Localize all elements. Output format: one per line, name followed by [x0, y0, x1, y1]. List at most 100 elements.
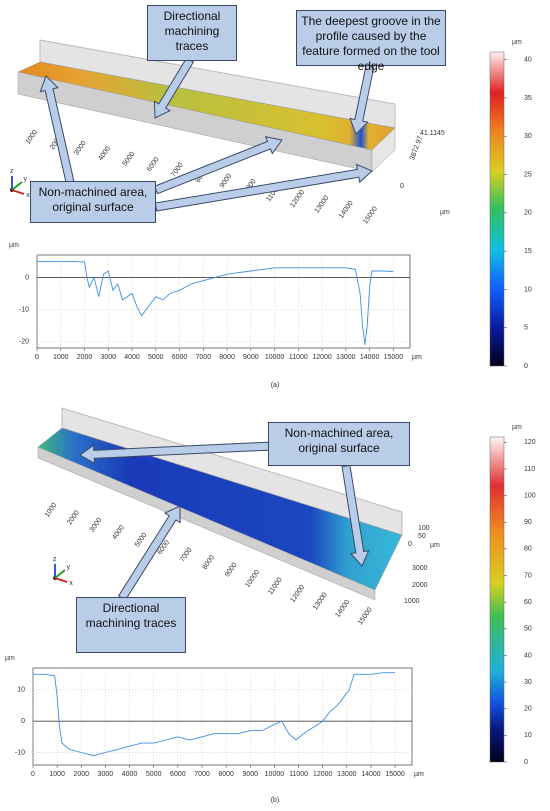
callout-arrow — [154, 163, 373, 212]
surface-label: 3872.97 — [409, 135, 424, 161]
x-tick-label: 4000 — [124, 354, 140, 361]
surface-tick-label: 14000 — [338, 200, 355, 220]
x-tick-label: 12000 — [313, 771, 333, 778]
x-tick-label: 0 — [35, 354, 39, 361]
colorbar-tick-label: 40 — [524, 57, 532, 64]
callout-arrow — [117, 505, 181, 601]
x-tick-label: 8000 — [219, 354, 235, 361]
x-axis-label: µm — [412, 354, 422, 361]
surface-label: 1000 — [404, 598, 420, 605]
x-tick-label: 7000 — [196, 354, 212, 361]
surface-label: µm — [430, 542, 440, 549]
callout-arrow — [349, 64, 375, 135]
colorbar-tick-label: 90 — [524, 519, 532, 526]
callout: Non-machined area, original surface — [268, 422, 410, 466]
x-tick-label: 2000 — [77, 354, 93, 361]
x-tick-label: 9000 — [243, 354, 259, 361]
x-tick-label: 6000 — [170, 771, 186, 778]
colorbar-label: µm — [512, 424, 522, 431]
colorbar-tick-label: 35 — [524, 95, 532, 102]
colorbar-tick-label: 0 — [524, 363, 528, 370]
callout-arrow — [154, 57, 195, 119]
callout: Directional machining traces — [147, 5, 237, 61]
surface-tick-label: 7000 — [179, 547, 194, 564]
colorbar-tick-label: 10 — [524, 286, 532, 293]
colorbar-tick-label: 120 — [524, 439, 536, 446]
surface-tick-label: 3000 — [73, 140, 88, 157]
surface-end — [371, 127, 396, 173]
surface-tick-label: 9000 — [224, 562, 239, 579]
panel-label: (a) — [271, 382, 280, 389]
surface-tick-label: 1000 — [25, 129, 40, 146]
colorbar-tick-label: 80 — [524, 546, 532, 553]
triad-label: z — [53, 556, 57, 563]
surface-tick-label: 13000 — [312, 591, 329, 611]
x-tick-label: 15000 — [385, 771, 405, 778]
triad-label: x — [69, 580, 73, 587]
colorbar-tick-label: 110 — [524, 466, 535, 473]
x-tick-label: 3000 — [100, 354, 116, 361]
surface-label: 0 — [400, 183, 404, 190]
x-tick-label: 7000 — [194, 771, 210, 778]
colorbar-tick-label: 20 — [524, 706, 532, 713]
colorbar — [489, 51, 505, 367]
x-tick-label: 13000 — [337, 771, 357, 778]
y-tick-label: 0 — [25, 274, 29, 281]
x-tick-label: 12000 — [312, 354, 332, 361]
surface-tick-label: 6000 — [146, 156, 161, 173]
plot-area — [36, 254, 411, 349]
surface-tick-label: 5000 — [134, 532, 149, 549]
triad-label: z — [10, 168, 14, 175]
surface-tick-label: 4000 — [111, 524, 126, 541]
x-tick-label: 14000 — [361, 771, 381, 778]
x-axis-label: µm — [414, 771, 424, 778]
callout-arrow — [39, 75, 75, 184]
surface-tick-label: 15000 — [357, 606, 374, 626]
y-tick-label: 10 — [17, 687, 25, 694]
surface-tick-label: 12000 — [289, 189, 306, 209]
colorbar-tick-label: 10 — [524, 732, 532, 739]
x-tick-label: 11000 — [289, 354, 308, 361]
callout-arrow — [153, 136, 283, 195]
x-tick-label: 14000 — [360, 354, 380, 361]
x-tick-label: 6000 — [172, 354, 188, 361]
colorbar-tick-label: 70 — [524, 572, 532, 579]
x-tick-label: 5000 — [148, 354, 164, 361]
triad-axis — [11, 181, 23, 191]
triad-axis — [54, 569, 66, 579]
triad-label: y — [67, 564, 71, 571]
x-tick-label: 10000 — [265, 354, 285, 361]
x-tick-label: 4000 — [122, 771, 138, 778]
colorbar-tick-label: 40 — [524, 652, 532, 659]
colorbar-tick-label: 5 — [524, 325, 528, 332]
y-axis-label: µm — [9, 242, 19, 249]
triad-axis — [54, 577, 68, 583]
y-tick-label: 0 — [21, 718, 25, 725]
colorbar-tick-label: 0 — [524, 759, 528, 766]
colorbar-tick-label: 50 — [524, 626, 532, 633]
x-tick-label: 3000 — [98, 771, 114, 778]
surface-tick-label: 2000 — [66, 509, 81, 526]
surface-tick-label: 8000 — [201, 554, 216, 571]
x-tick-label: 1000 — [49, 771, 65, 778]
callout: The deepest groove in the profile caused… — [296, 10, 446, 73]
x-tick-label: 15000 — [384, 354, 404, 361]
surface-label: 2000 — [412, 582, 428, 589]
x-tick-label: 0 — [31, 771, 35, 778]
triad-label: x — [26, 192, 30, 199]
panel-label: (b) — [271, 797, 280, 804]
surface-tick-label: 15000 — [362, 205, 379, 225]
surface-label: 50 — [418, 533, 426, 540]
colorbar-tick-label: 30 — [524, 133, 532, 140]
colorbar-tick-label: 20 — [524, 210, 532, 217]
x-tick-label: 8000 — [218, 771, 234, 778]
surface-tick-label: 9000 — [219, 173, 234, 190]
y-tick-label: -20 — [19, 338, 29, 345]
surface-tick-label: 10000 — [244, 569, 261, 589]
x-tick-label: 10000 — [265, 771, 285, 778]
surface-label: 100 — [418, 525, 430, 532]
plot-area — [32, 667, 413, 766]
x-tick-label: 11000 — [289, 771, 308, 778]
